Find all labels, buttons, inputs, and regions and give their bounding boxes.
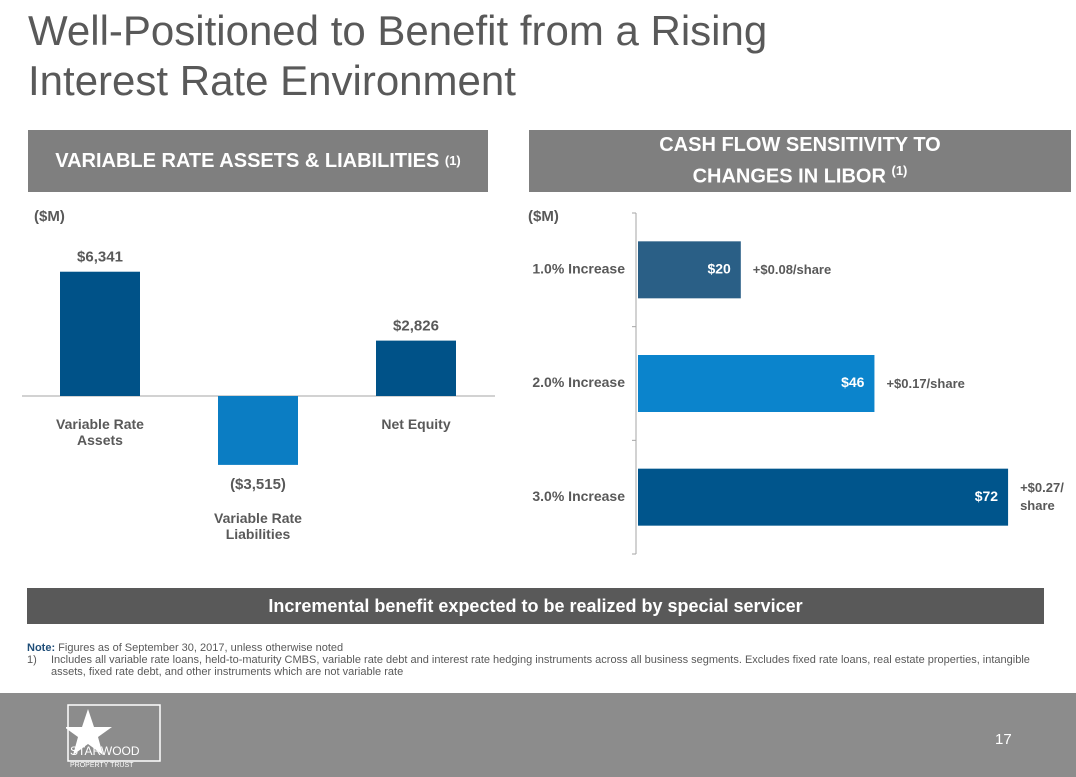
bar: [60, 271, 140, 396]
header-text: VARIABLE RATE ASSETS & LIABILITIES: [55, 150, 440, 172]
annotation: +$0.27/share: [1020, 480, 1064, 514]
footnote-marker: 1): [27, 654, 37, 666]
banner: Incremental benefit expected to be reali…: [27, 588, 1044, 624]
note-text: Figures as of September 30, 2017, unless…: [58, 642, 344, 654]
header-note: (1): [891, 163, 908, 179]
logo: STARWOOD PROPERTY TRUST: [66, 704, 161, 769]
annotation: +$0.08/share: [752, 261, 832, 277]
bar: [638, 355, 875, 412]
right-header: CASH FLOW SENSITIVITY TO CHANGES IN LIBO…: [529, 130, 1071, 192]
logo-name: STARWOOD: [70, 744, 140, 758]
category-label: Net Equity: [381, 416, 451, 432]
value-label: ($3,515): [230, 476, 286, 493]
note: Note: Figures as of September 30, 2017, …: [27, 642, 1037, 654]
category-label: Variable Rate Liabilities: [214, 509, 302, 542]
annotation: +$0.17/share: [886, 375, 965, 391]
footnote: 1) Includes all variable rate loans, held…: [27, 654, 1037, 678]
header-note: (1): [444, 153, 461, 168]
value-label: $20: [707, 261, 731, 277]
charts: ($M) ($M) $6,341 ($3,515) $2,826 1.0% Incre…: [22, 208, 1009, 555]
category-label: 1.0% Increase: [532, 261, 625, 277]
value-label: $72: [975, 488, 999, 504]
bar: [376, 340, 456, 396]
slide-title: Well-Positioned to Benefit from a Rising…: [28, 7, 768, 104]
header-title: CASH FLOW SENSITIVITY TO CHANGES IN LIBO…: [659, 134, 941, 188]
notes: Note: Figures as of September 30, 2017, …: [27, 642, 1037, 678]
category-label: 2.0% Increase: [532, 374, 625, 390]
category-label: 3.0% Increase: [532, 488, 625, 504]
header-text: CASH FLOW SENSITIVITY TO CHANGES IN LIBO…: [639, 132, 961, 190]
page-number: 17: [995, 731, 1012, 748]
footnote-text: Includes all variable rate loans, held-t…: [51, 654, 1030, 678]
value-label: $2,826: [393, 318, 439, 335]
bar: [638, 241, 741, 299]
bar: [638, 468, 1009, 526]
footer: STARWOOD PROPERTY TRUST 17: [0, 693, 1076, 777]
unit-label: ($M): [528, 208, 559, 225]
bar: [218, 396, 298, 465]
left-header: VARIABLE RATE ASSETS & LIABILITIES (1): [28, 130, 488, 192]
logo-sub: PROPERTY TRUST: [70, 762, 134, 769]
value-label: $6,341: [77, 249, 123, 266]
unit-label: ($M): [34, 208, 65, 225]
value-label: $46: [841, 374, 865, 390]
category-label: Variable Rate Assets: [56, 416, 144, 448]
note-label: Note:: [27, 642, 56, 654]
